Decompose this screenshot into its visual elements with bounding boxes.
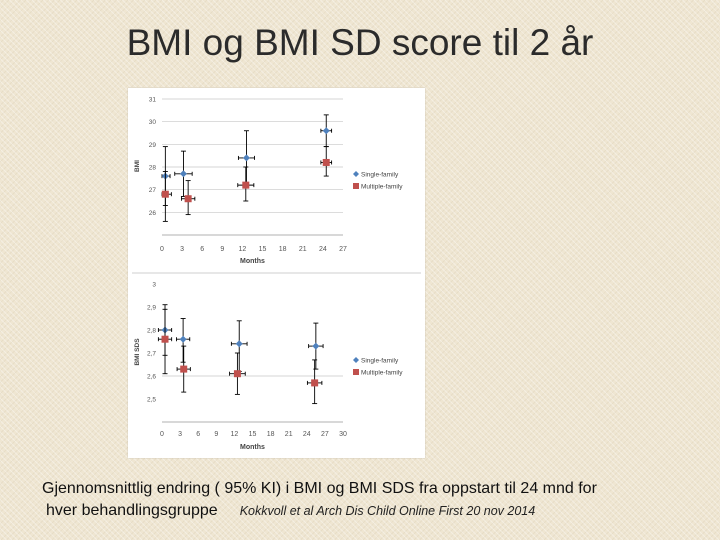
y-tick-label: 2,6 [147,374,156,381]
chart-figure: 26 27 28 29 30 31 0 3 6 9 12 15 18 21 24 27 Months BMI Sin… [128,88,425,458]
x-axis-title: Months [240,258,265,265]
x-tick-label: 30 [339,431,347,438]
slide-title: BMI og BMI SD score til 2 år [126,22,594,63]
data-point-single-family [242,154,250,162]
x-axis-title: Months [240,444,265,451]
legend-label: Single-family [361,358,399,365]
data-point-single-family [179,170,187,178]
caption-line-2: hver behandlingsgruppe Kokkvoll et al Arc… [46,502,535,520]
y-tick-label: 29 [149,142,157,149]
x-tick-label: 0 [160,246,164,253]
legend-label: Multiple-family [361,370,403,377]
caption-line-1: Gjennomsnittlig endring ( 95% KI) i BMI … [42,480,597,497]
x-tick-label: 24 [303,431,311,438]
chart-panel-2: 2,52,62,72,82,930 3 6 9 12 15 18 21 24 27 30Months… [132,272,421,451]
data-point-multiple-family [233,370,241,378]
x-tick-label: 9 [214,431,218,438]
x-tick-label: 3 [178,431,182,438]
data-point-multiple-family [184,195,192,203]
x-tick-label: 3 [180,246,184,253]
y-tick-label: 2,5 [147,397,156,404]
data-point-single-family [322,127,330,135]
y-tick-label: 2,7 [147,351,156,358]
data-point-multiple-family [322,158,330,166]
legend-marker [353,357,359,363]
x-tick-label: 15 [259,246,267,253]
data-point-multiple-family [311,379,319,387]
chart-panel-1: 26 27 28 29 30 31 0 3 6 9 12 15 18 21 24 27 Months BMI Sin… [134,97,403,266]
x-tick-label: 15 [249,431,257,438]
data-point-multiple-family [161,335,169,343]
legend-label: Single-family [361,172,399,179]
y-tick-label: 2,8 [147,328,156,335]
x-tick-label: 27 [339,246,347,253]
x-tick-label: 21 [299,246,307,253]
data-point-single-family [235,340,243,348]
data-point-multiple-family [242,181,250,189]
y-axis-title: BMI [134,160,141,172]
y-tick-label: 27 [149,187,157,194]
x-tick-label: 9 [220,246,224,253]
x-tick-label: 18 [267,431,275,438]
x-tick-label: 0 [160,431,164,438]
x-tick-label: 24 [319,246,327,253]
x-tick-label: 21 [285,431,293,438]
data-point-single-family [179,335,187,343]
citation: Kokkvoll et al Arch Dis Child Online Fir… [239,504,536,518]
x-tick-label: 12 [231,431,239,438]
data-point-single-family [312,342,320,350]
y-tick-label: 2,9 [147,305,156,312]
legend-label: Multiple-family [361,184,403,191]
y-axis-title: BMI SDS [134,338,141,366]
y-tick-label: 30 [149,119,157,126]
x-tick-label: 18 [279,246,287,253]
data-point-multiple-family [180,365,188,373]
y-tick-label: 26 [149,210,157,217]
y-tick-label: 3 [152,282,156,289]
y-tick-label: 31 [149,97,157,104]
x-tick-label: 12 [239,246,247,253]
legend-marker [353,171,359,177]
legend-marker [353,183,359,189]
legend-marker [353,369,359,375]
x-tick-label: 27 [321,431,329,438]
data-point-multiple-family [161,190,169,198]
caption-line-2-text: hver behandlingsgruppe [46,502,218,519]
x-tick-label: 6 [200,246,204,253]
x-tick-label: 6 [196,431,200,438]
y-tick-label: 28 [149,165,157,172]
